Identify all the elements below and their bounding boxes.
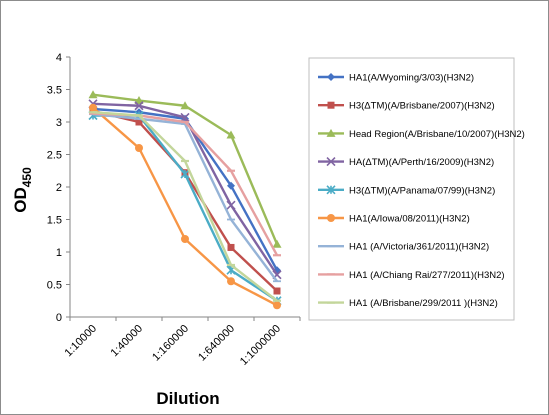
- x-tick-label: 1:10000: [63, 323, 100, 360]
- legend-label: H3(ΔTM)(A/Panama/07/99)(H3N2): [349, 185, 495, 196]
- y-tick-label: 3.5: [47, 85, 62, 97]
- data-point: [180, 112, 190, 123]
- y-tick-label: 1.5: [47, 215, 62, 227]
- legend-swatch-marker: [327, 214, 335, 222]
- y-tick-label: 1: [56, 247, 62, 259]
- legend-swatch-marker: [326, 185, 336, 195]
- data-point: [134, 96, 144, 105]
- legend-label: HA1 (A/Chiang Rai/277/2011)(H3N2): [349, 270, 505, 281]
- data-point: [89, 103, 97, 112]
- y-tick-label: 2: [56, 182, 62, 194]
- legend-entry: H3(ΔTM)(A/Panama/07/99)(H3N2): [318, 185, 495, 196]
- legend-entry: HA1 (A/Brisbane/299/2011 )(H3N2): [318, 298, 498, 309]
- data-point: [135, 118, 143, 126]
- legend-label: Head Region(A/Brisbane/10/2007)(H3N2): [349, 129, 525, 140]
- y-axis-title-main: OD: [11, 187, 30, 213]
- series-line: [92, 113, 278, 282]
- x-tick-label: 1:1000000: [238, 323, 283, 368]
- y-axis-title-subscript: 450: [20, 167, 34, 187]
- series-6: [89, 103, 281, 310]
- data-point: [135, 144, 143, 152]
- legend-entry: HA(ΔTM)(A/Perth/16/2009)(H3N2): [318, 157, 494, 168]
- legend-label: HA(ΔTM)(A/Perth/16/2009)(H3N2): [349, 157, 494, 168]
- y-tick-label: 2.5: [47, 150, 62, 162]
- data-point: [134, 101, 144, 111]
- legend-label: HA1 (A/Victoria/361/2011)(H3N2): [349, 242, 489, 253]
- legend-label: HA1 (A/Brisbane/299/2011 )(H3N2): [349, 298, 498, 309]
- x-tick-label: 1:40000: [109, 323, 146, 360]
- data-point: [88, 90, 98, 99]
- data-point: [273, 301, 281, 310]
- series-7: [89, 113, 281, 283]
- data-point: [227, 277, 235, 286]
- legend-entry: HA1(A/Wyoming/3/03)(H3N2): [318, 73, 474, 84]
- legend-swatch-marker: [326, 157, 336, 167]
- x-tick-label: 1:160000: [150, 323, 191, 364]
- data-point: [181, 235, 189, 243]
- legend-entry: HA1 (A/Victoria/361/2011)(H3N2): [318, 242, 489, 253]
- series-2: [89, 107, 281, 295]
- data-point: [227, 243, 235, 251]
- legend-swatch-marker: [327, 101, 335, 109]
- y-tick-label: 0: [56, 312, 62, 324]
- data-point: [226, 200, 236, 210]
- legend-entry: Head Region(A/Brisbane/10/2007)(H3N2): [318, 128, 525, 140]
- series-4: [88, 99, 282, 280]
- legend-label: H3(ΔTM)(A/Brisbane/2007)(H3N2): [349, 101, 495, 112]
- legend-swatch-marker: [327, 73, 335, 81]
- x-tick-label: 1:640000: [196, 323, 237, 364]
- data-point: [180, 101, 190, 110]
- legend-entry: H3(ΔTM)(A/Brisbane/2007)(H3N2): [318, 101, 495, 112]
- data-point: [180, 169, 190, 179]
- series-3: [88, 90, 282, 248]
- legend-label: HA1(A/Wyoming/3/03)(H3N2): [349, 73, 474, 84]
- series-line: [92, 102, 279, 276]
- data-point: [272, 239, 282, 248]
- y-tick-label: 3: [56, 117, 62, 129]
- legend-swatch-marker: [326, 128, 336, 137]
- data-point: [226, 130, 236, 139]
- y-tick-label: 4: [56, 52, 62, 64]
- legend-label: HA1(A/Iowa/08/2011)(H3N2): [349, 214, 470, 225]
- x-axis-title: Dilution: [156, 389, 219, 408]
- data-point: [227, 181, 235, 190]
- series-9: [89, 111, 281, 302]
- legend-entry: HA1 (A/Chiang Rai/277/2011)(H3N2): [318, 270, 505, 281]
- y-tick-label: 0.5: [47, 280, 62, 292]
- series-line: [93, 114, 278, 302]
- data-point: [273, 287, 281, 295]
- legend-entry: HA1(A/Iowa/08/2011)(H3N2): [318, 214, 470, 225]
- y-axis-title: OD450: [11, 167, 34, 213]
- series-line: [92, 109, 278, 292]
